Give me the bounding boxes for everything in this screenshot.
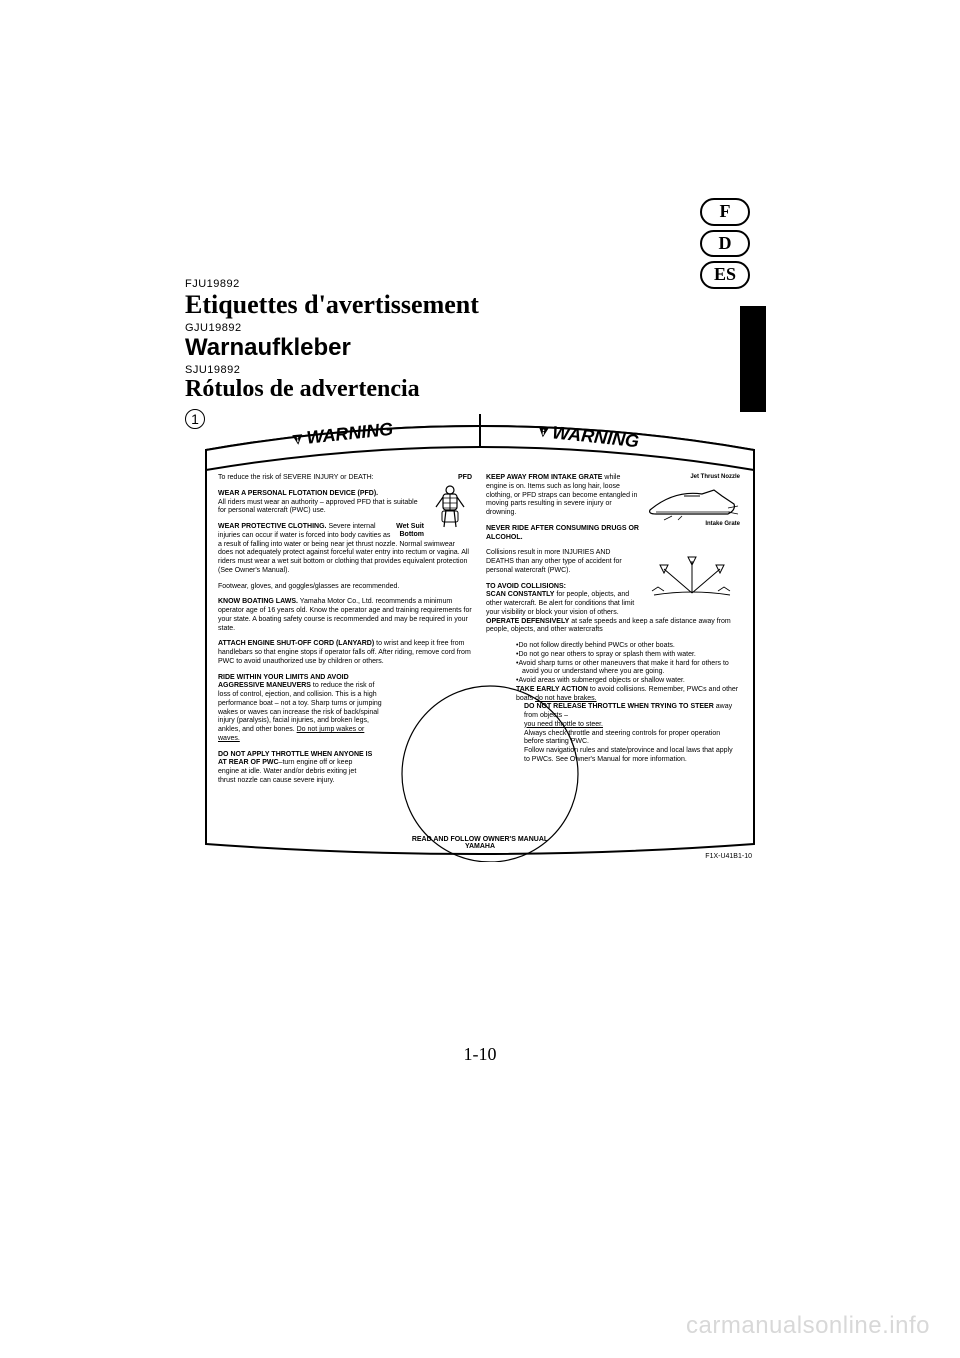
scan-icon: [644, 549, 740, 599]
wetsuit-label: Wet SuitBottom: [394, 523, 424, 538]
bullet-2: •Do not go near others to spray or splas…: [516, 651, 740, 660]
bullet-4: •Avoid areas with submerged objects or s…: [516, 677, 740, 686]
left-p6: ATTACH ENGINE SHUT-OFF CORD (LANYARD) to…: [218, 640, 472, 666]
section-headings: FJU19892 Etiquettes d'avertissement GJU1…: [185, 278, 765, 429]
warning-right-column: Jet Thrust Nozzle Intake Grate KEEP AWAY…: [486, 474, 740, 836]
pfd-icon: PFD: [428, 474, 472, 530]
right-p8: DO NOT RELEASE THROTTLE WHEN TRYING TO S…: [486, 703, 740, 747]
lang-pill-d: D: [700, 230, 750, 258]
page-number: 1-10: [0, 1044, 960, 1065]
left-p4: Footwear, gloves, and goggles/glasses ar…: [218, 583, 472, 592]
right-p6: OPERATE DEFENSIVELY at safe speeds and k…: [486, 618, 740, 636]
bullet-3: •Avoid sharp turns or other maneuvers th…: [516, 660, 740, 678]
warning-label: WARNING WARNING PFD: [200, 414, 760, 862]
warning-left-column: PFD To reduce the risk of SEVERE INJURY …: [218, 474, 472, 836]
code-es: SJU19892: [185, 364, 765, 376]
heading-de: Warnaufkleber: [185, 334, 765, 362]
bullet-1: •Do not follow directly behind PWCs or o…: [516, 642, 740, 651]
manual-page: F D ES FJU19892 Etiquettes d'avertisseme…: [0, 0, 960, 1358]
warning-label-body: PFD To reduce the risk of SEVERE INJURY …: [218, 474, 740, 836]
right-p7: TAKE EARLY ACTION to avoid collisions. R…: [486, 686, 740, 704]
label-part-number: F1X-U41B1-10: [705, 853, 752, 860]
heading-fr: Etiquettes d'avertissement: [185, 290, 765, 320]
code-de: GJU19892: [185, 322, 765, 334]
lang-pill-f: F: [700, 198, 750, 226]
label-footer: READ AND FOLLOW OWNER'S MANUALYAMAHA: [200, 836, 760, 850]
left-p5: KNOW BOATING LAWS. Yamaha Motor Co., Ltd…: [218, 598, 472, 633]
left-p7: RIDE WITHIN YOUR LIMITS AND AVOID AGGRES…: [218, 674, 472, 744]
code-fr: FJU19892: [185, 278, 765, 290]
right-bullets: •Do not follow directly behind PWCs or o…: [486, 642, 740, 686]
right-p9: Follow navigation rules and state/provin…: [486, 747, 740, 765]
pwc-icon: Jet Thrust Nozzle Intake Grate: [644, 474, 740, 530]
heading-es: Rótulos de advertencia: [185, 376, 765, 403]
watermark: carmanualsonline.info: [686, 1312, 930, 1340]
left-p8: DO NOT APPLY THROTTLE WHEN ANYONE IS AT …: [218, 751, 472, 786]
